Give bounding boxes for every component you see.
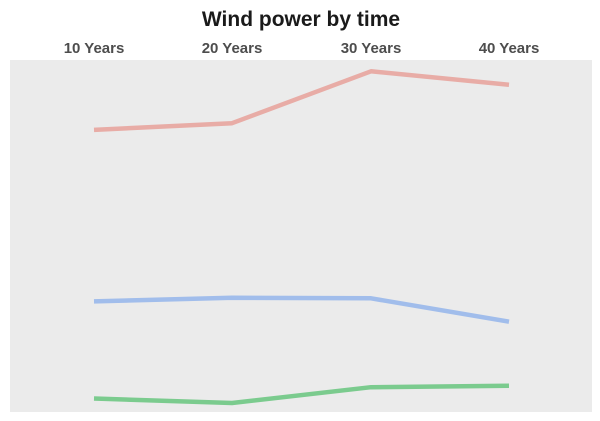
series-lines [93, 69, 510, 406]
series-line-1 [93, 383, 510, 406]
plot-panel [10, 60, 592, 412]
x-tick-labels: 10 Years 20 Years 30 Years 40 Years [64, 40, 540, 57]
x-tick-label: 20 Years [202, 40, 263, 57]
x-tick-label: 10 Years [64, 40, 125, 57]
series-line-3 [93, 69, 510, 133]
x-tick-label: 40 Years [479, 40, 540, 57]
chart-title: Wind power by time [202, 8, 400, 31]
x-tick-label: 30 Years [341, 40, 402, 57]
series-line-2 [93, 295, 510, 324]
